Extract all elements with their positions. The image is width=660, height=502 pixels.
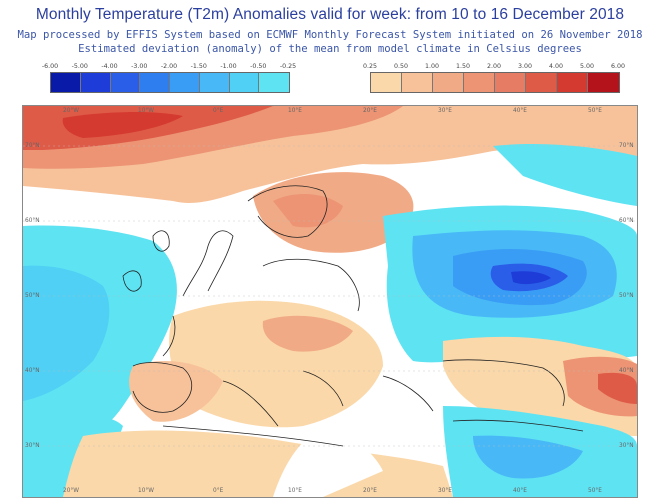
lon-label-top: 20°W	[63, 108, 80, 114]
atlantic-cold-anomaly-inner	[23, 265, 110, 401]
legend-swatch	[110, 73, 141, 92]
lat-label-right: 70°N	[619, 143, 634, 149]
legend-swatch	[495, 73, 526, 92]
lat-label-left: 40°N	[25, 368, 40, 374]
legend-swatch	[51, 73, 81, 92]
lon-label-top: 20°E	[363, 108, 377, 114]
warm-anomaly-legend: 0.25 0.50 1.00 1.50 2.00 3.00 4.00 5.00 6.00	[363, 63, 625, 93]
lon-label-bottom: 10°E	[288, 488, 302, 494]
graticule	[23, 145, 637, 447]
cold-legend-swatches	[50, 72, 290, 93]
lat-label-left: 50°N	[25, 293, 40, 299]
legend-label: 0.25	[362, 63, 378, 70]
legend-swatch	[464, 73, 495, 92]
iberia-warm-anomaly	[129, 361, 223, 422]
legend-swatch	[80, 73, 111, 92]
legend-label: 1.00	[424, 63, 440, 70]
lat-label-right: 60°N	[619, 218, 634, 224]
legend-label: -6.00	[41, 63, 59, 70]
legend-label: 0.50	[393, 63, 409, 70]
baltic-warm-anomaly	[273, 194, 343, 228]
northeast-cold-edge	[493, 144, 637, 206]
white-near-zero-zone	[273, 426, 383, 497]
legend-label: -4.00	[101, 63, 118, 70]
lon-label-top: 30°E	[438, 108, 452, 114]
lon-label-bottom: 50°E	[588, 488, 602, 494]
legend-swatch	[433, 73, 464, 92]
legend-label: -0.50	[250, 63, 267, 70]
legend-label: 4.00	[548, 63, 564, 70]
legend-label: -0.25	[279, 63, 297, 70]
legend-swatch	[402, 73, 433, 92]
warm-legend-labels: 0.25 0.50 1.00 1.50 2.00 3.00 4.00 5.00 6.00	[363, 63, 625, 73]
map-title: Monthly Temperature (T2m) Anomalies vali…	[35, 6, 625, 23]
lat-label-left: 30°N	[25, 443, 40, 449]
lon-label-top: 40°E	[513, 108, 527, 114]
lat-label-left: 60°N	[25, 218, 40, 224]
legend-swatch	[588, 73, 619, 92]
lon-label-top: 10°W	[138, 108, 155, 114]
legend-label: 1.50	[455, 63, 471, 70]
legend-label: -1.50	[190, 63, 207, 70]
legend-label: 6.00	[610, 63, 626, 70]
lat-label-right: 50°N	[619, 293, 634, 299]
lat-label-left: 70°N	[25, 143, 40, 149]
legend-swatch	[557, 73, 588, 92]
southeast-cold-anomaly-core	[473, 435, 583, 479]
legend-swatch	[140, 73, 170, 92]
legend-swatch	[199, 73, 230, 92]
legend-swatch	[371, 73, 402, 92]
legend-label: 3.00	[517, 63, 533, 70]
lat-label-right: 30°N	[619, 443, 634, 449]
lon-label-bottom: 40°E	[513, 488, 527, 494]
eastern-cold-anomaly-max	[511, 271, 551, 285]
legend-label: 2.00	[486, 63, 502, 70]
map-subtitle-description: Estimated deviation (anomaly) of the mea…	[78, 43, 582, 55]
anomaly-map-canvas	[23, 106, 637, 497]
legend-swatch	[526, 73, 557, 92]
lon-label-top: 50°E	[588, 108, 602, 114]
warm-legend-swatches	[370, 72, 620, 93]
alps-warm-anomaly	[262, 315, 353, 352]
legend-swatch	[170, 73, 200, 92]
lon-label-bottom: 30°E	[438, 488, 452, 494]
legend-label: 5.00	[579, 63, 595, 70]
arctic-warm-anomaly-max	[62, 112, 183, 138]
lon-label-top: 10°E	[288, 108, 302, 114]
lon-label-bottom: 20°E	[363, 488, 377, 494]
legend-label: -3.00	[131, 63, 148, 70]
map-subtitle-source: Map processed by EFFIS System based on E…	[17, 29, 643, 41]
legend-label: -1.00	[220, 63, 237, 70]
legend-label: -5.00	[71, 63, 88, 70]
lon-label-bottom: 0°E	[213, 488, 224, 494]
lon-label-top: 0°E	[213, 108, 224, 114]
legend-label: -2.00	[160, 63, 178, 70]
coastlines	[122, 185, 584, 447]
cold-legend-labels: -6.00 -5.00 -4.00 -3.00 -2.00 -1.50 -1.00 -0.50…	[42, 63, 296, 73]
legend-swatch	[259, 73, 289, 92]
anomaly-map: 20°W 10°W 0°E 10°E 20°E 30°E 40°E 50°E 2…	[22, 105, 638, 498]
lon-label-bottom: 10°W	[138, 488, 155, 494]
legend-swatch	[229, 73, 260, 92]
cold-anomaly-legend: -6.00 -5.00 -4.00 -3.00 -2.00 -1.50 -1.00 -0.50…	[42, 63, 296, 93]
caucasus-warm-anomaly	[598, 372, 637, 404]
lon-label-bottom: 20°W	[63, 488, 80, 494]
lat-label-right: 40°N	[619, 368, 634, 374]
